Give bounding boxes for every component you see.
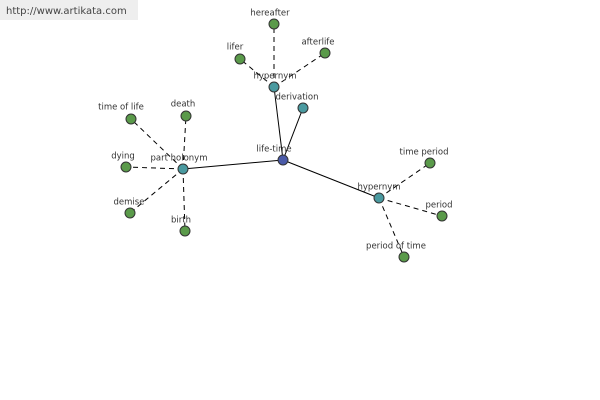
node[interactable] (436, 210, 448, 222)
node-label[interactable]: derivation (275, 93, 318, 103)
dashed-edge (239, 58, 275, 88)
node-label[interactable]: hypernym (253, 72, 296, 82)
node[interactable] (277, 154, 289, 166)
node[interactable] (177, 163, 189, 175)
node[interactable] (120, 161, 132, 173)
node-label[interactable]: time period (400, 148, 449, 158)
node[interactable] (297, 102, 309, 114)
node[interactable] (268, 18, 280, 30)
node-label[interactable]: period (425, 201, 452, 211)
node-label[interactable]: period of time (366, 242, 426, 252)
dashed-edge (125, 166, 184, 170)
node-label[interactable]: demise (114, 198, 145, 208)
edges (125, 24, 443, 258)
node[interactable] (268, 81, 280, 93)
dashed-edge (378, 162, 431, 199)
edge (273, 86, 284, 161)
node[interactable] (319, 47, 331, 59)
site-url[interactable]: http://www.artikata.com (6, 6, 127, 17)
dashed-edge (378, 197, 405, 258)
node-label[interactable]: lifer (227, 43, 244, 53)
node[interactable] (179, 225, 191, 237)
dashed-edge (378, 197, 443, 217)
node-label[interactable]: part holonym (151, 154, 208, 164)
node-label[interactable]: death (171, 100, 196, 110)
node[interactable] (124, 207, 136, 219)
node[interactable] (398, 251, 410, 263)
node-label[interactable]: hypernym (357, 183, 400, 193)
node[interactable] (373, 192, 385, 204)
node-label[interactable]: dying (111, 152, 135, 162)
dashed-edge (182, 168, 186, 232)
edge (282, 159, 380, 199)
node-label[interactable]: life-time (256, 145, 291, 155)
nodes: life-time hypernym derivation part holonym h… (98, 9, 453, 263)
node[interactable] (125, 113, 137, 125)
node-label[interactable]: time of life (98, 103, 144, 113)
node[interactable] (424, 157, 436, 169)
node[interactable] (234, 53, 246, 65)
node-label[interactable]: hereafter (250, 9, 290, 19)
node[interactable] (180, 110, 192, 122)
node-label[interactable]: birth (171, 216, 191, 226)
url-box (0, 0, 138, 20)
node-label[interactable]: afterlife (301, 38, 334, 48)
edge (282, 107, 304, 161)
edge (182, 159, 284, 170)
dashed-edge (273, 52, 326, 88)
dashed-edge (130, 118, 184, 170)
dashed-edge (129, 168, 184, 214)
